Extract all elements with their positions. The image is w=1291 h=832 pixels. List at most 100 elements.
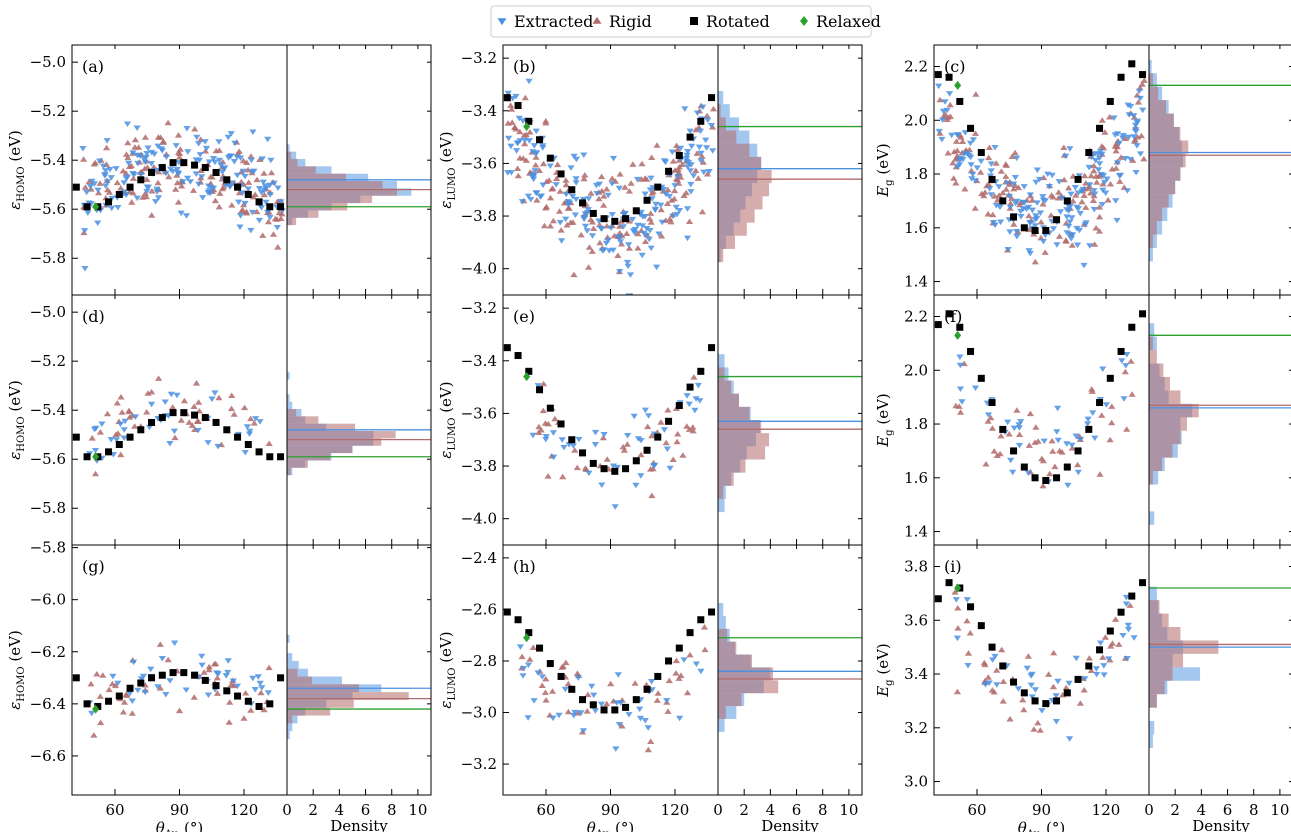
- scatter-point-extracted: [1011, 175, 1019, 181]
- scatter-point-extracted: [600, 247, 608, 253]
- scatter-point-extracted: [254, 674, 262, 680]
- scatter-point-extracted: [607, 225, 615, 231]
- scatter-point-extracted: [1086, 243, 1094, 249]
- scatter-point-rigid: [664, 186, 672, 193]
- scatter-point-extracted: [1017, 214, 1025, 220]
- scatter-point-extracted: [645, 236, 653, 243]
- rotated-point: [83, 700, 91, 708]
- scatter-point-extracted: [991, 653, 999, 660]
- rotated-point: [557, 672, 565, 680]
- scatter-point-extracted: [518, 199, 526, 205]
- scatter-point-extracted: [604, 237, 612, 244]
- scatter-point-rigid: [672, 657, 680, 664]
- scatter-point-rigid: [1111, 143, 1119, 149]
- scatter-point-extracted: [558, 238, 566, 244]
- scatter-point-rigid: [1049, 194, 1057, 200]
- scatter-point-extracted: [1052, 719, 1060, 725]
- scatter-point-rigid: [603, 186, 611, 192]
- histogram-bar-rigid: [718, 433, 770, 447]
- scatter-point-rigid: [562, 177, 570, 183]
- histogram-bar-extracted: [287, 372, 290, 380]
- scatter-point-rigid: [122, 151, 131, 157]
- scatter-point-extracted: [663, 698, 671, 704]
- scatter-point-rigid: [559, 473, 567, 480]
- scatter-point-extracted: [657, 202, 665, 209]
- scatter-point-extracted: [963, 597, 971, 603]
- scatter-point-extracted: [967, 154, 975, 161]
- scatter-point-extracted: [247, 227, 255, 234]
- rotated-point: [654, 433, 662, 441]
- scatter-point-extracted: [88, 178, 96, 185]
- scatter-point-extracted: [588, 683, 596, 690]
- scatter-point-extracted: [226, 184, 234, 190]
- scatter-point-extracted: [182, 687, 190, 693]
- panel-label: (d): [82, 307, 105, 326]
- scatter-point-rigid: [603, 700, 611, 707]
- scatter-point-extracted: [1017, 419, 1025, 425]
- scatter-point-extracted: [585, 196, 593, 202]
- y-axis: 3.03.23.43.63.8: [904, 558, 1291, 791]
- scatter-point-extracted: [574, 675, 582, 681]
- scatter-point-extracted: [1006, 229, 1014, 235]
- scatter-point-extracted: [137, 172, 145, 178]
- scatter-point-extracted: [1092, 158, 1100, 164]
- histogram-bar-rigid: [718, 472, 734, 486]
- scatter-point-extracted: [158, 656, 166, 662]
- scatter-point-extracted: [669, 213, 677, 220]
- scatter-point-rigid: [985, 154, 993, 161]
- histogram-rigid: [1149, 73, 1189, 248]
- scatter-point-extracted: [195, 141, 203, 147]
- scatter-point-extracted: [94, 187, 102, 194]
- scatter-point-rigid: [96, 693, 104, 699]
- scatter-point-extracted: [126, 690, 134, 697]
- scatter-point-extracted: [703, 145, 711, 151]
- scatter-point-extracted: [241, 200, 249, 207]
- scatter-point-rigid: [526, 656, 534, 662]
- scatter-point-rigid: [532, 162, 540, 168]
- rotated-point: [708, 344, 716, 352]
- scatter-point-extracted: [1099, 366, 1107, 372]
- scatter-point-extracted: [183, 126, 191, 132]
- scatter-point-rigid: [701, 646, 709, 653]
- rotated-point: [977, 374, 985, 382]
- scatter-point-rigid: [694, 175, 702, 181]
- scatter-point-rigid: [961, 186, 969, 192]
- scatter-point-extracted: [195, 181, 203, 188]
- scatter-point-extracted: [162, 154, 170, 160]
- y-tick-label: −6.4: [30, 695, 66, 713]
- rotated-point: [1053, 697, 1061, 705]
- histogram-bar-extracted: [1149, 59, 1152, 74]
- scatter-point-rigid: [608, 175, 616, 181]
- scatter-point-extracted: [1028, 207, 1036, 214]
- scatter-point-extracted: [264, 690, 272, 696]
- scatter-point-rigid: [103, 410, 112, 417]
- rotated-point: [1106, 97, 1114, 105]
- scatter-point-rigid: [954, 605, 962, 611]
- scatter-extracted: [952, 594, 1138, 742]
- scatter-point-extracted: [969, 137, 977, 143]
- scatter-point-extracted: [233, 683, 241, 690]
- scatter-point-extracted: [1004, 247, 1012, 253]
- scatter-point-extracted: [676, 715, 684, 722]
- scatter-point-extracted: [561, 686, 569, 693]
- y-tick-label: −3.6: [461, 154, 497, 172]
- density-axis: [286, 295, 419, 545]
- scatter-point-extracted: [1027, 682, 1035, 689]
- density-tick-label: 2: [308, 801, 318, 819]
- scatter-point-extracted: [258, 685, 266, 691]
- rotated-point: [169, 159, 177, 167]
- scatter-point-extracted: [1092, 666, 1100, 672]
- scatter-point-extracted: [143, 188, 151, 195]
- density-axis: [1148, 295, 1281, 545]
- histogram-bar-rigid: [718, 628, 728, 642]
- y-axis-label: Eg (eV): [874, 643, 895, 698]
- rotated-point: [999, 197, 1007, 205]
- rotated-point: [945, 579, 953, 587]
- scatter-point-rigid: [692, 167, 700, 173]
- scatter-point-extracted: [177, 210, 185, 217]
- scatter-point-extracted: [560, 444, 568, 451]
- rotated-point: [956, 97, 964, 105]
- scatter-point-rigid: [124, 154, 132, 161]
- scatter-point-extracted: [532, 128, 540, 135]
- plot-area: [72, 634, 431, 740]
